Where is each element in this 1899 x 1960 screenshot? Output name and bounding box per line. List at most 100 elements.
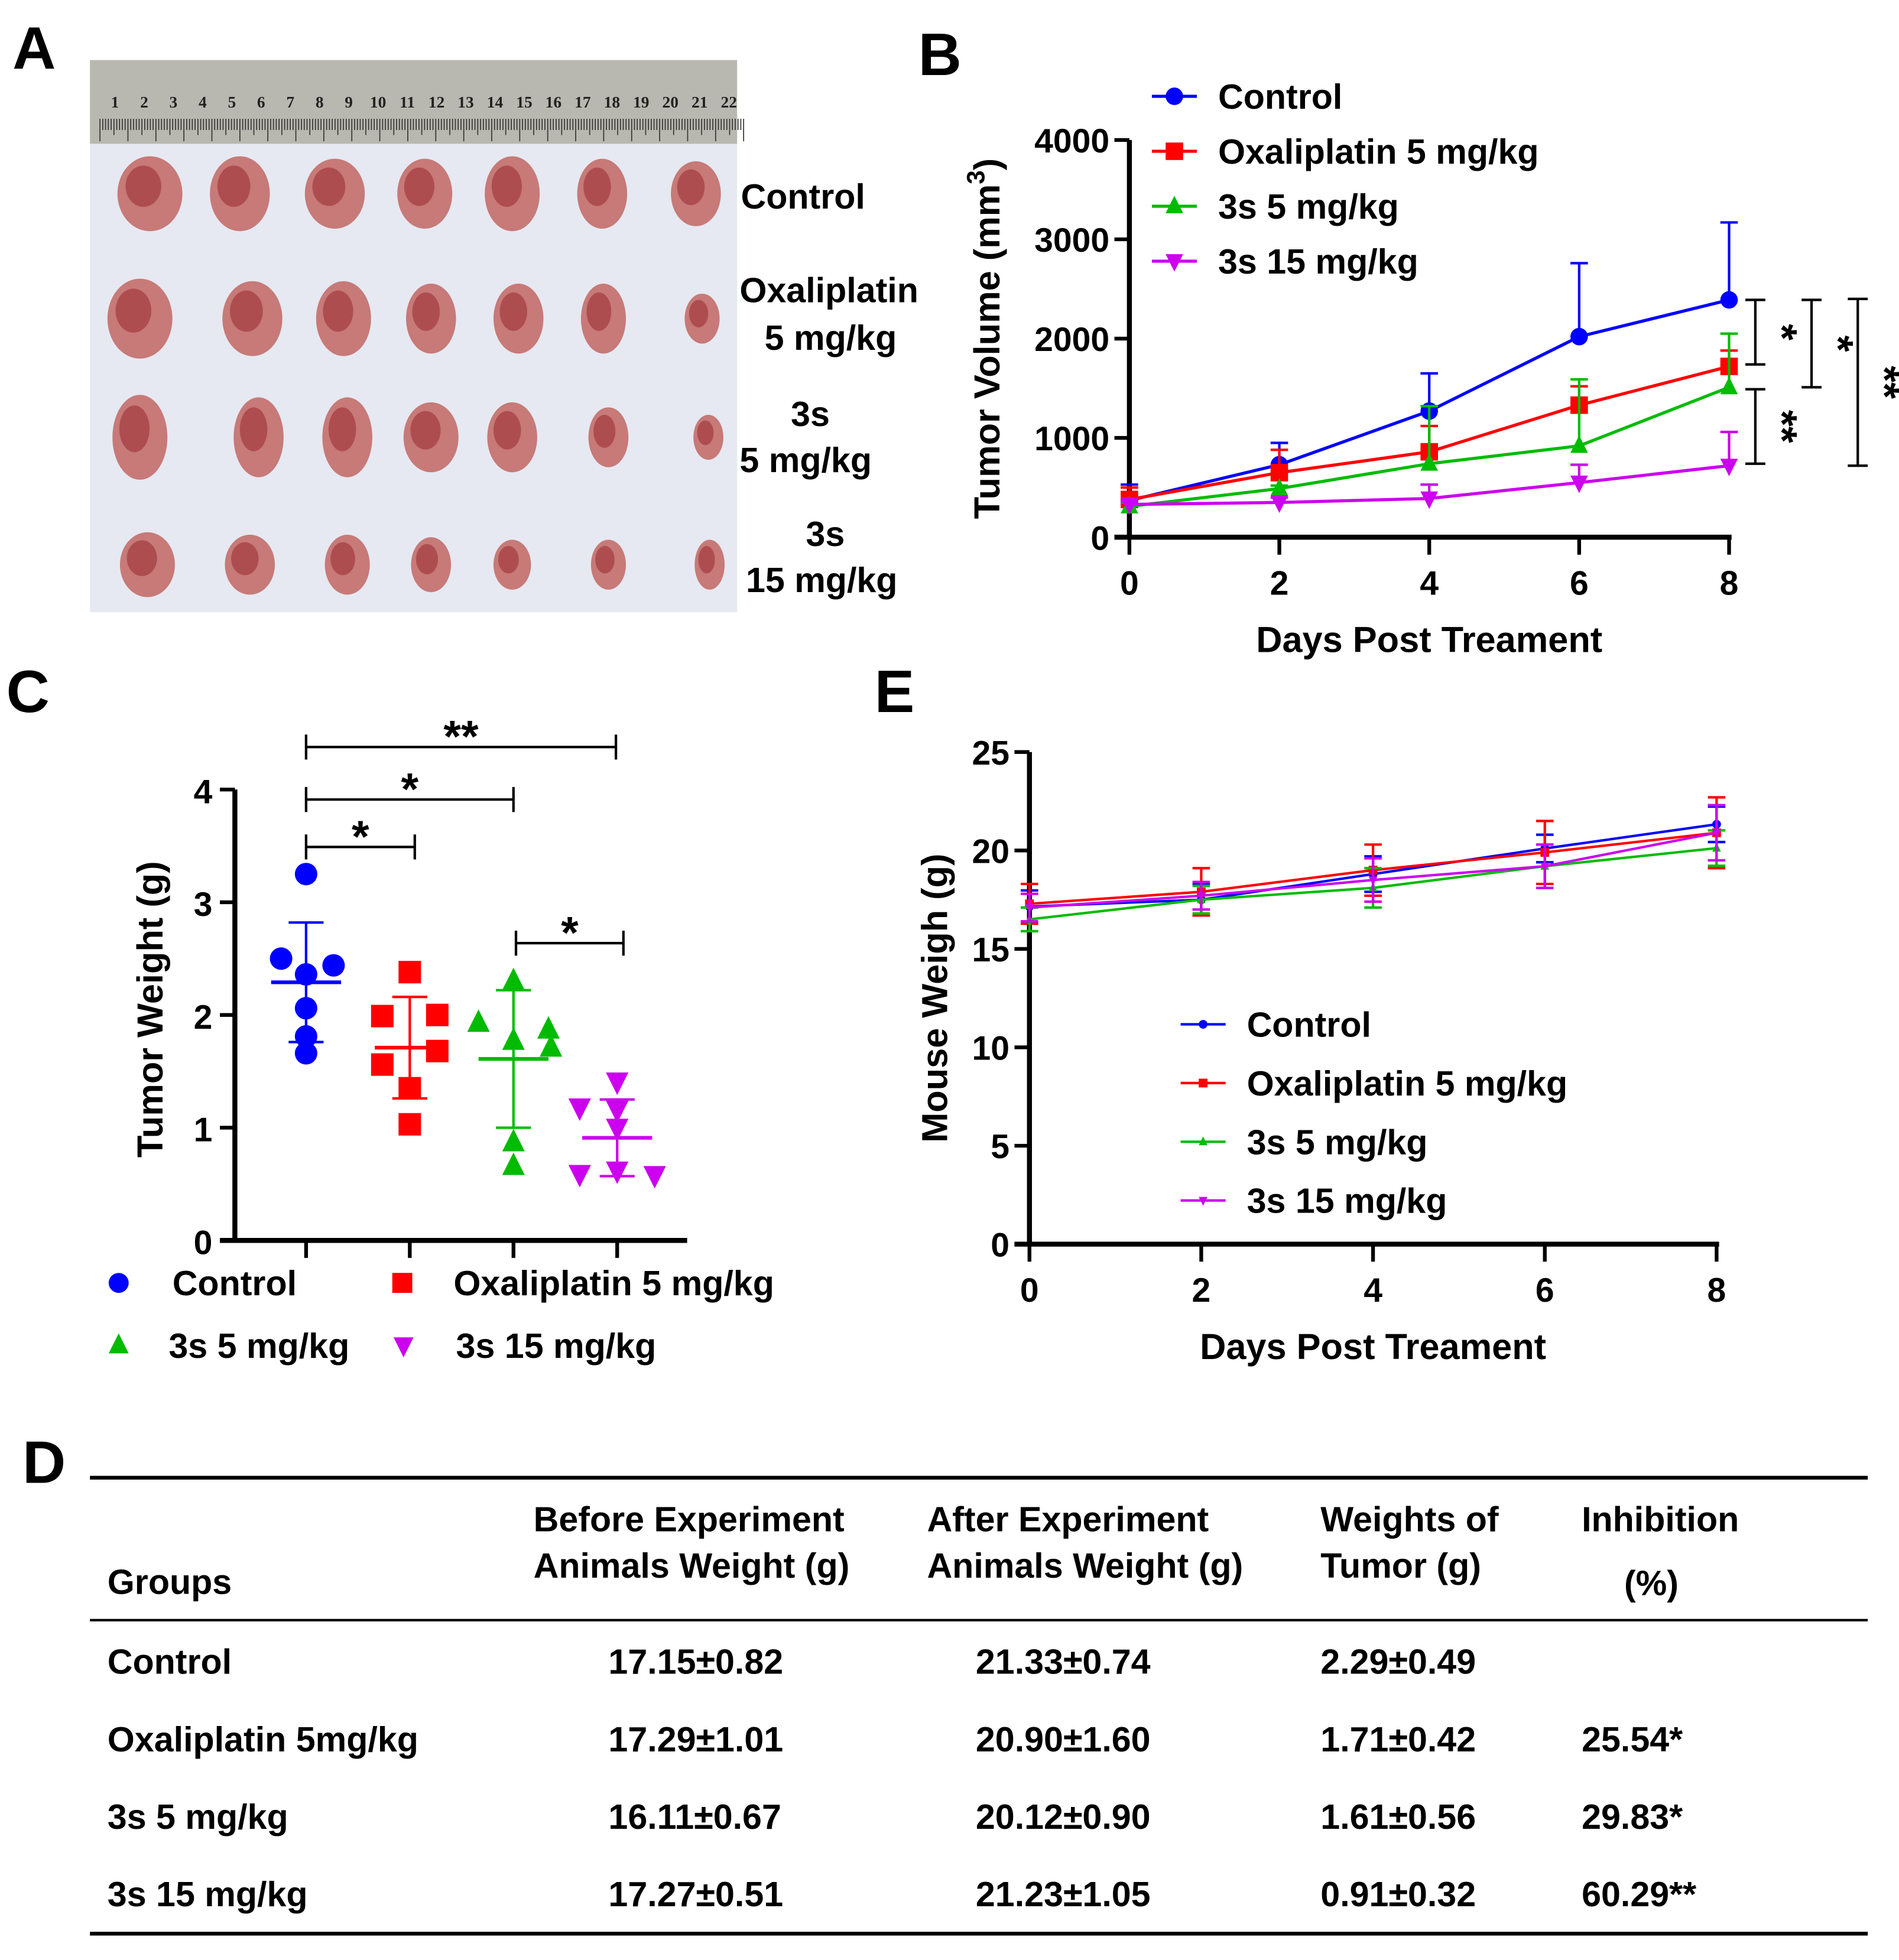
ruler-number: 7	[286, 93, 294, 111]
y-axis-label-text: Tumor Weight (g)	[130, 861, 170, 1158]
data-point	[467, 1009, 490, 1032]
row-label-3s-15-dose: 15 mg/kg	[746, 560, 898, 600]
legend-marker	[1166, 87, 1183, 105]
header-inhibition-line1: Inhibition	[1582, 1500, 1739, 1539]
tumor-vessel	[330, 542, 355, 576]
x-axis-label: Days Post Treament	[1256, 620, 1602, 660]
tumor-vessel	[697, 420, 714, 446]
legend-label: Control	[173, 1263, 297, 1303]
table-cell: 21.33±0.74	[976, 1642, 1151, 1682]
table-cell: 3s 15 mg/kg	[108, 1874, 308, 1914]
table-cell: 16.11±0.67	[608, 1797, 781, 1837]
y-axis-label: Mouse Weigh (g)	[914, 854, 955, 1143]
header-before-line2: Animals Weight (g)	[534, 1546, 850, 1585]
tumor-photo: 1 2 3 4 5 6 7 8 9 10 11 12 13 14 15 16 17 18 19 20 21 22	[90, 60, 744, 612]
ruler-number: 9	[345, 93, 353, 111]
legend-marker	[1199, 1078, 1208, 1088]
tumor-vessel	[415, 544, 439, 574]
table-cell: 21.23±1.05	[976, 1874, 1151, 1914]
data-point	[426, 1039, 449, 1062]
data-point	[1121, 497, 1138, 515]
ruler-number: 16	[546, 93, 561, 111]
table-cell: 17.27±0.51	[608, 1874, 783, 1914]
table-cell: 20.12±0.90	[976, 1797, 1151, 1837]
data-point	[502, 1129, 525, 1152]
tumor-vessel	[493, 411, 521, 450]
table-row: 3s 5 mg/kg 16.11±0.67 20.12±0.90 1.61±0.56 2…	[108, 1797, 1683, 1837]
legend-label: Control	[1247, 1005, 1371, 1045]
significance-label: **	[1861, 366, 1899, 399]
panel-label-b: B	[918, 21, 962, 88]
tumor-specimens	[107, 156, 725, 597]
table-cell: 20.90±1.60	[976, 1720, 1151, 1759]
data-point	[643, 1166, 666, 1189]
ruler-number: 17	[574, 93, 591, 111]
y-tick-label: 2000	[1034, 321, 1109, 359]
ruler-number: 21	[692, 93, 707, 111]
y-tick-label: 0	[1090, 519, 1109, 557]
ruler-number: 4	[199, 93, 207, 111]
group-0	[270, 863, 345, 1065]
table-cell: Oxaliplatin 5mg/kg	[108, 1720, 418, 1759]
legend-marker	[1166, 196, 1183, 213]
series-3	[1121, 430, 1738, 515]
data-point	[1540, 863, 1550, 872]
data-point	[568, 1098, 591, 1121]
tumor-vessel	[498, 545, 519, 574]
data-point	[426, 1003, 449, 1026]
tumor-vessel	[593, 414, 616, 448]
data-point	[502, 967, 525, 990]
tumor-vessel	[404, 167, 434, 206]
significance-label: *	[352, 812, 369, 862]
data-point	[371, 1053, 394, 1076]
data-point	[371, 1005, 394, 1028]
data-point	[1270, 495, 1288, 513]
y-tick-label: 1	[194, 1111, 213, 1149]
y-tick-label: 20	[972, 833, 1009, 870]
y-tick-label: 0	[991, 1227, 1009, 1265]
data-point	[398, 1113, 421, 1136]
x-tick-label: 0	[1120, 564, 1139, 602]
y-tick-label: 1000	[1034, 420, 1109, 458]
ruler-number: 19	[633, 93, 649, 111]
significance-label: **	[1758, 410, 1806, 443]
y-axis-label: Tumor Weight (g)	[130, 861, 170, 1158]
header-after-line2: Animals Weight (g)	[927, 1546, 1243, 1585]
data-point	[606, 1072, 629, 1096]
data-point	[1720, 291, 1738, 309]
row-label-oxaliplatin: Oxaliplatin	[739, 271, 918, 310]
group-1	[371, 961, 449, 1136]
data-point	[1270, 478, 1288, 496]
table-cell: 17.15±0.82	[608, 1642, 783, 1682]
row-label-3s-15: 3s	[806, 514, 845, 554]
data-point	[1570, 327, 1588, 346]
legend-label: 3s 15 mg/kg	[456, 1326, 657, 1366]
ruler-number: 1	[111, 93, 119, 111]
tumor-vessel	[239, 407, 268, 451]
row-label-control: Control	[741, 177, 865, 216]
tumor-vessel	[499, 292, 528, 331]
ruler-number: 14	[487, 93, 504, 111]
data-point	[294, 863, 317, 886]
tumor-vessel	[126, 540, 157, 576]
y-tick-label: 3000	[1034, 222, 1109, 259]
legend-marker	[1199, 1020, 1208, 1029]
header-after-line1: After Experiment	[927, 1500, 1209, 1539]
table-cell: 17.29±1.01	[608, 1720, 783, 1759]
y-axis-label-text: Tumor Volume (mm	[967, 184, 1007, 519]
legend-marker	[108, 1273, 129, 1293]
data-point	[1368, 876, 1378, 886]
data-point	[540, 1034, 563, 1057]
table-cell: 29.83*	[1582, 1797, 1683, 1837]
data-point	[1720, 376, 1738, 395]
tumor-vessel	[312, 167, 346, 206]
tumor-vessel	[412, 292, 440, 331]
header-inhibition-line2: (%)	[1624, 1564, 1679, 1603]
y-tick-label: 3	[194, 886, 213, 924]
data-point	[502, 1152, 525, 1175]
header-tumor-line1: Weights of	[1320, 1500, 1499, 1539]
legend-label: Oxaliplatin 5 mg/kg	[1218, 132, 1539, 171]
ruler-number: 13	[457, 93, 473, 111]
y-tick-label: 0	[194, 1224, 213, 1262]
